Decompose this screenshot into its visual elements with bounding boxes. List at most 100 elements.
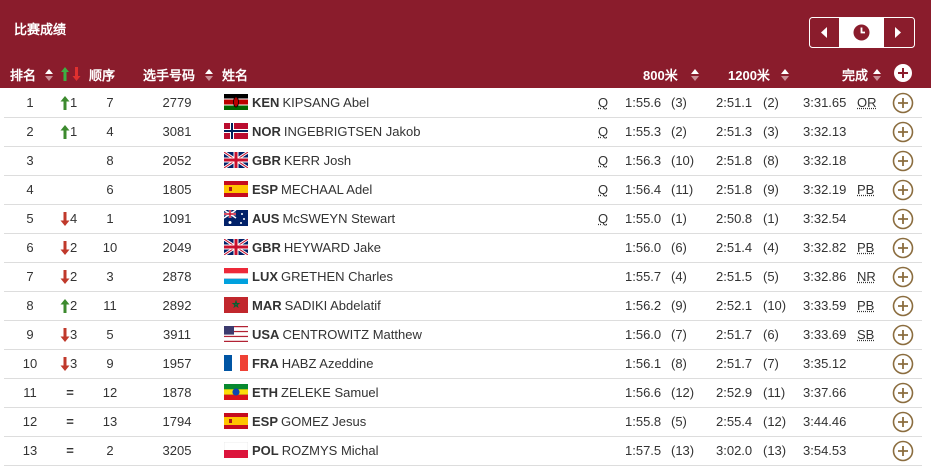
place-800: (3) (671, 95, 687, 110)
athlete: ESP MECHAAL Adel (252, 182, 372, 198)
rank: 9 (26, 327, 34, 342)
prev-button[interactable] (821, 27, 827, 38)
order: 12 (102, 385, 118, 400)
athlete: NOR INGEBRIGTSEN Jakob (252, 124, 420, 140)
athlete-name[interactable]: ROZMYS Michal (281, 443, 379, 458)
expand-all[interactable] (893, 63, 913, 88)
result-row: 9 3 5 3911 USA CENTROWITZ Matthew 1:56.0 (7) 2:5… (4, 320, 922, 357)
athlete: GBR KERR Josh (252, 153, 351, 169)
country-code: GBR (252, 153, 281, 168)
place-1200: (2) (763, 95, 779, 110)
bib: 2779 (162, 95, 192, 110)
expand-row[interactable] (892, 411, 914, 437)
athlete: ESP GOMEZ Jesus (252, 414, 366, 430)
down-arrow (60, 327, 70, 347)
place-800: (4) (671, 269, 687, 284)
expand-row[interactable] (892, 179, 914, 205)
order: 1 (106, 211, 114, 226)
expand-row[interactable] (892, 208, 914, 234)
athlete-name[interactable]: HABZ Azeddine (281, 356, 374, 371)
split-1200: 2:55.4 (716, 414, 753, 429)
up-arrow-svg (60, 96, 70, 110)
down-arrow (60, 269, 70, 289)
bib: 1957 (162, 356, 192, 371)
clock-button[interactable] (840, 18, 883, 47)
position-change: 2 (70, 240, 78, 255)
country-code: FRA (252, 356, 279, 371)
flag (224, 94, 248, 114)
place-1200: (8) (763, 153, 779, 168)
expand-row[interactable] (892, 266, 914, 292)
change-header-icon[interactable] (60, 66, 82, 87)
position-change: 2 (70, 269, 78, 284)
sort-icon[interactable] (44, 68, 54, 87)
flag-svg (224, 355, 248, 371)
place-1200: (11) (763, 385, 786, 400)
order: 11 (103, 298, 117, 313)
bib: 1805 (162, 182, 192, 197)
order: 4 (106, 124, 114, 139)
expand-row[interactable] (892, 324, 914, 350)
athlete-name[interactable]: CENTROWITZ Matthew (282, 327, 422, 342)
place-1200: (1) (763, 211, 779, 226)
rank: 11 (23, 385, 37, 400)
result-row: 3 8 2052 GBR KERR Josh Q 1:56.3 (10) 2:51.8 (8) 3:… (4, 146, 922, 176)
expand-row[interactable] (892, 440, 914, 466)
sort-icon[interactable] (872, 68, 882, 87)
result: 3:35.12 (803, 356, 847, 371)
athlete-name[interactable]: INGEBRIGTSEN Jakob (283, 124, 421, 139)
athlete-name[interactable]: KIPSANG Abel (282, 95, 370, 110)
flag-svg (224, 326, 248, 357)
athlete-name[interactable]: McSWEYN Stewart (282, 211, 396, 226)
column-header: 1200米 (728, 68, 770, 83)
expand-row[interactable] (892, 92, 914, 118)
expand-row-svg (892, 295, 914, 317)
expand-row[interactable] (892, 295, 914, 321)
expand-row[interactable] (892, 150, 914, 176)
split-800: 1:56.1 (625, 356, 662, 371)
position-change: 1 (70, 95, 78, 110)
split-800: 1:55.7 (625, 269, 662, 284)
split-800: 1:56.6 (625, 385, 662, 400)
place-1200: (9) (763, 182, 779, 197)
country-code: GBR (252, 240, 281, 255)
athlete-name[interactable]: ZELEKE Samuel (281, 385, 379, 400)
record: PB (857, 240, 875, 255)
athlete-name[interactable]: GOMEZ Jesus (281, 414, 367, 429)
bib: 1794 (162, 414, 192, 429)
up-arrow (60, 298, 70, 318)
flag (224, 181, 248, 201)
expand-row[interactable] (892, 353, 914, 379)
expand-row[interactable] (892, 382, 914, 408)
sort-icon[interactable] (780, 68, 790, 87)
sort-icon[interactable] (204, 68, 214, 87)
place-1200: (13) (763, 443, 787, 458)
result-row: 10 3 9 1957 FRA HABZ Azeddine 1:56.1 (8) 2:51.7 (… (4, 349, 922, 379)
place-800: (6) (671, 240, 687, 255)
athlete-name[interactable]: HEYWARD Jake (283, 240, 381, 255)
athlete-name[interactable]: MECHAAL Adel (281, 182, 373, 197)
athlete-name[interactable]: SADIKI Abdelatif (284, 298, 381, 313)
next-button[interactable] (895, 27, 901, 38)
expand-row[interactable] (892, 121, 914, 147)
result-row: 11 = 12 1878 ETH ZELEKE Samuel 1:56.6 (12) 2:52.… (4, 378, 922, 408)
athlete-name[interactable]: GRETHEN Charles (281, 269, 393, 284)
expand-row[interactable] (892, 237, 914, 263)
result: 3:37.66 (803, 385, 847, 400)
order: 3 (106, 269, 114, 284)
sort-icon-svg (873, 69, 881, 81)
split-1200: 3:02.0 (716, 443, 753, 458)
athlete-name[interactable]: KERR Josh (283, 153, 352, 168)
rank: 5 (26, 211, 34, 226)
qualified-mark: Q (598, 124, 609, 139)
down-arrow-svg (60, 270, 70, 284)
athlete: GBR HEYWARD Jake (252, 240, 381, 256)
column-header: 顺序 (89, 68, 116, 83)
order: 2 (106, 443, 114, 458)
place-800: (8) (671, 356, 687, 371)
result: 3:32.54 (803, 211, 847, 226)
sort-icon[interactable] (690, 68, 700, 87)
qualified-mark: Q (598, 211, 609, 226)
flag-svg (224, 123, 248, 139)
expand-row-svg (892, 353, 914, 375)
